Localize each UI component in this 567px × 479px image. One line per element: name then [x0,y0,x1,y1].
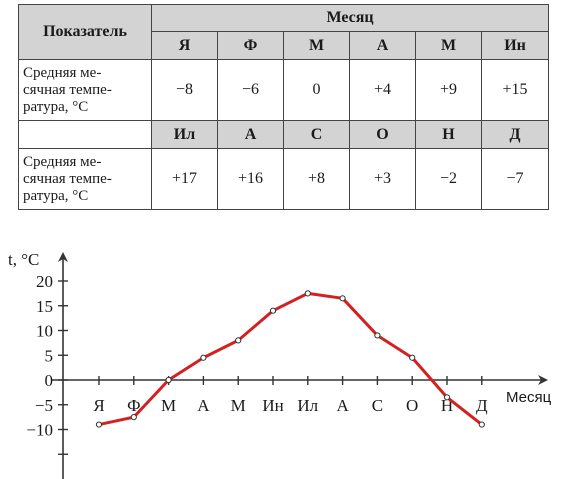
value-cell: +17 [151,148,218,210]
data-point [339,295,346,302]
data-point [95,421,103,428]
data-point [235,337,242,344]
value-cell: 0 [283,59,350,121]
x-tick-label: М [231,396,246,415]
value-cell: +8 [283,148,350,210]
y-tick-label: 0 [45,371,54,390]
month-cell: Д [480,120,550,149]
header-indicator: Показатель [18,4,152,60]
x-tick-label: Ин [262,396,283,415]
data-point [304,290,311,297]
value-cell: −2 [415,148,482,210]
x-tick-label: С [372,396,383,415]
month-cell: М [415,31,482,60]
row-label-line: ратура, °С [23,98,89,115]
y-axis-title: t, °С [8,250,39,269]
x-tick-label: М [161,396,176,415]
data-point [443,394,451,401]
value-cell: −6 [217,59,284,121]
x-axis-title: Месяц [506,389,552,406]
value-cell: +16 [217,148,284,210]
month-cell: Н [415,120,482,149]
series-line [97,291,484,427]
month-cell: О [349,120,416,149]
x-tick-label: Я [93,396,104,415]
header-month: Месяц [150,4,550,32]
temperature-table: Показатель Месяц Я Ф М А М Ин Средняя ме… [18,4,550,210]
y-tick-label: 5 [45,346,54,365]
x-tick-label: Ф [127,396,140,415]
x-tick-label: Ил [297,396,318,415]
value-cell: +4 [349,59,416,121]
blank-cell [18,120,152,149]
row-label-line: сячная темпе- [23,170,112,187]
value-cell: +9 [415,59,482,121]
data-point [269,307,277,314]
x-tick-label: А [197,396,210,415]
month-cell: А [217,120,284,149]
x-tick-label: О [406,396,418,415]
month-cell: Я [151,31,218,60]
row-label: Средняя ме- сячная темпе- ратура, °С [18,59,152,121]
month-cell: Ин [480,31,550,60]
data-point [165,376,172,384]
y-tick-label: 10 [36,322,53,341]
value-cell: +3 [349,148,416,210]
data-point [374,332,381,339]
y-tick-label: −10 [26,421,53,440]
data-point [409,354,416,361]
value-cell: +15 [480,59,550,121]
data-point [478,421,485,428]
data-point [200,354,207,361]
row-label-line: сячная темпе- [23,81,112,98]
row-label-line: Средняя ме- [23,64,102,81]
data-point [130,414,137,421]
row-label-line: ратура, °С [23,187,89,204]
value-cell: −7 [480,148,550,210]
y-tick-label: 20 [36,272,53,291]
x-tick-label: Д [476,396,488,415]
value-cell: −8 [151,59,218,121]
row-label: Средняя ме- сячная темпе- ратура, °С [18,148,152,210]
x-tick-label: А [336,396,349,415]
y-tick-label: −5 [35,396,53,415]
y-tick-label: 15 [36,297,53,316]
month-cell: М [283,31,350,60]
month-cell: А [349,31,416,60]
month-cell: Ил [151,120,218,149]
month-cell: Ф [217,31,284,60]
row-label-line: Средняя ме- [23,153,102,170]
month-cell: С [283,120,350,149]
